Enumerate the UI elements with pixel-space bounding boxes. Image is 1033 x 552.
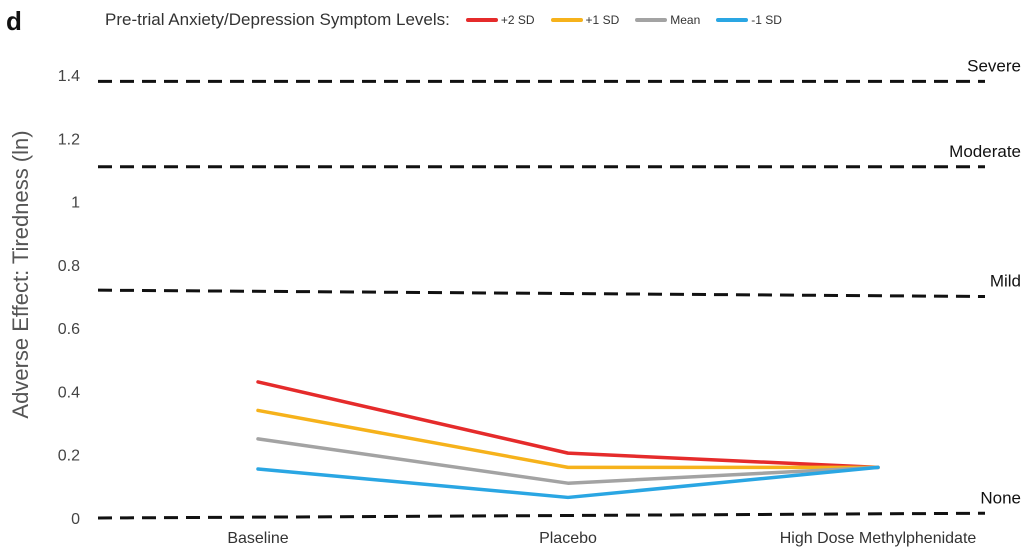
- series-line-2: [256, 437, 880, 485]
- reference-label-severe: Severe: [967, 56, 1021, 75]
- x-tick-label: Baseline: [227, 530, 288, 547]
- series-line-0: [256, 380, 880, 470]
- legend-label-plus2sd: +2 SD: [500, 13, 535, 27]
- series-line-3: [256, 465, 880, 500]
- legend-swatch-plus2sd: [465, 18, 498, 22]
- legend-label-mean: Mean: [670, 13, 701, 27]
- legend-item-mean: Mean: [635, 13, 700, 27]
- x-tick-label: High Dose Methylphenidate: [780, 530, 977, 547]
- legend-label-minus1sd: -1 SD: [751, 13, 782, 27]
- y-tick-label: 0.6: [58, 321, 80, 338]
- y-tick-label: 1.2: [58, 131, 80, 148]
- reference-line-none: [97, 511, 986, 520]
- y-tick-label: 1.4: [58, 68, 80, 85]
- legend-label-plus1sd: +1 SD: [585, 13, 620, 27]
- legend-title: Pre-trial Anxiety/Depression Symptom Lev…: [105, 10, 450, 29]
- series-line-1: [256, 408, 880, 470]
- legend: Pre-trial Anxiety/Depression Symptom Lev…: [105, 10, 782, 30]
- legend-swatch-minus1sd: [716, 18, 749, 22]
- reference-line-mild: [97, 288, 986, 298]
- reference-label-none: None: [980, 488, 1021, 507]
- y-tick-label: 0.2: [58, 448, 80, 465]
- legend-item-minus1sd: -1 SD: [716, 13, 782, 27]
- reference-label-mild: Mild: [990, 272, 1021, 291]
- y-axis-title: Adverse Effect: Tiredness (ln): [8, 130, 33, 418]
- legend-item-plus1sd: +1 SD: [550, 13, 620, 27]
- legend-swatch-mean: [635, 18, 668, 22]
- y-tick-label: 0.8: [58, 258, 80, 275]
- y-tick-label: 1: [71, 195, 80, 212]
- y-tick-label: 0.4: [58, 384, 80, 401]
- y-tick-label: 0: [71, 511, 80, 528]
- x-tick-label: Placebo: [539, 530, 597, 547]
- reference-label-moderate: Moderate: [949, 142, 1021, 161]
- legend-item-plus2sd: +2 SD: [465, 13, 535, 27]
- panel-label: d: [6, 6, 22, 36]
- legend-swatch-plus1sd: [550, 18, 583, 22]
